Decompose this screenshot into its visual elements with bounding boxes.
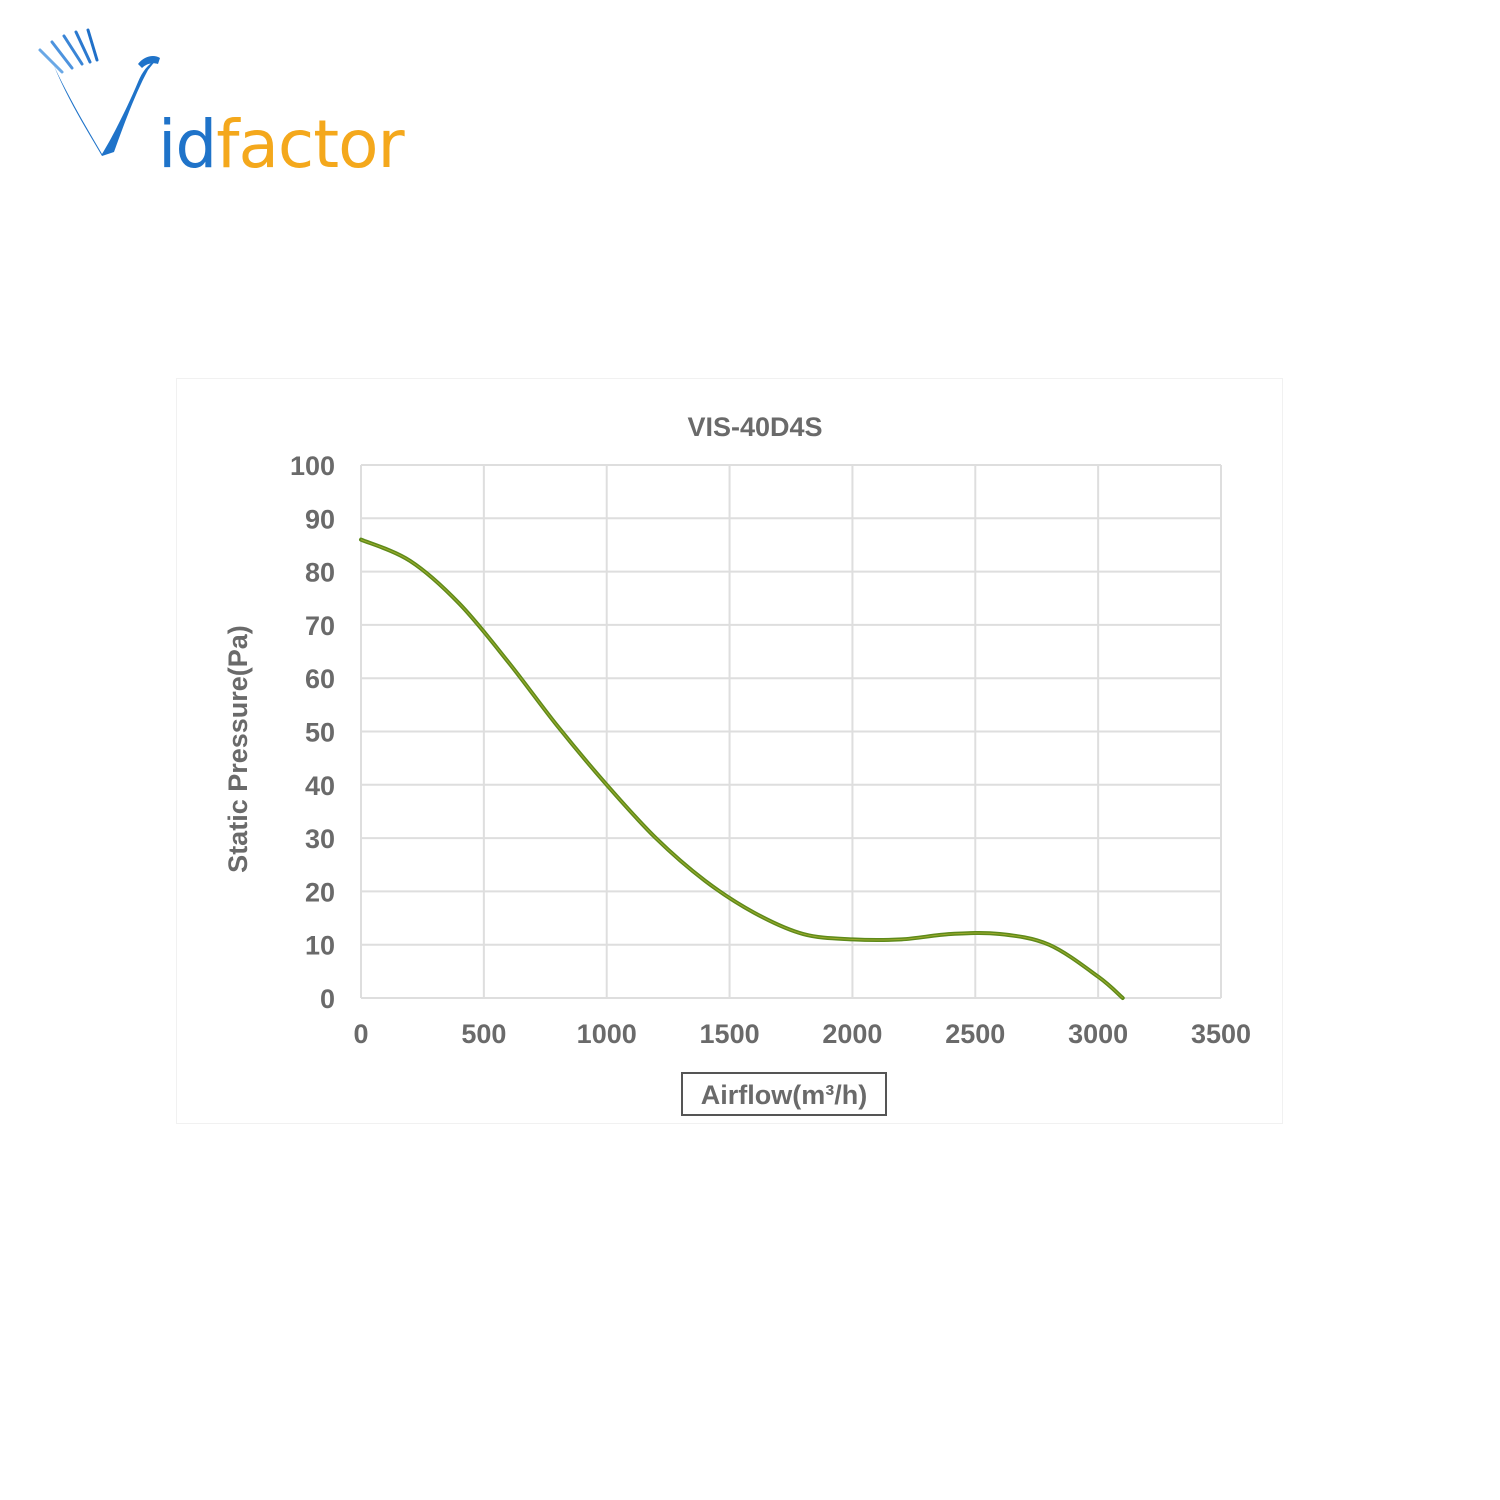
y-tick-label: 80 [305,558,335,588]
chart-line-layer [359,537,1125,1000]
y-tick-label: 50 [305,718,335,748]
y-tick-label: 70 [305,611,335,641]
y-axis-title: Static Pressure(Pa) [223,625,253,873]
chart-grid [360,464,1222,999]
bird-logo-icon [38,28,160,156]
x-axis-title: Airflow(m³/h) [701,1080,867,1110]
x-tick-label: 3000 [1068,1019,1128,1049]
chart-container: 0 10 20 30 40 50 60 70 80 90 100 0 500 1000 1500 2000 25… [176,378,1283,1124]
x-tick-label: 0 [353,1019,368,1049]
logo-text-vid: id [158,106,217,183]
performance-curve-highlight [360,539,1124,999]
logo-text-factor: factor [216,106,404,183]
y-tick-label: 0 [320,984,335,1014]
x-tick-label: 1500 [700,1019,760,1049]
chart-title: VIS-40D4S [687,412,822,442]
y-tick-label: 60 [305,664,335,694]
x-tick-label: 3500 [1191,1019,1251,1049]
y-tick-label: 90 [305,504,335,534]
x-tick-label: 1000 [577,1019,637,1049]
y-tick-label: 20 [305,877,335,907]
vidfactor-logo: idfactor [30,20,405,178]
x-tick-label: 2000 [822,1019,882,1049]
x-tick-label: 500 [461,1019,506,1049]
x-axis-title-box [681,1072,887,1116]
x-tick-label: 2500 [945,1019,1005,1049]
y-tick-label: 100 [290,451,335,481]
performance-curve [359,537,1125,1000]
y-tick-label: 40 [305,771,335,801]
logo-wordmark: idfactor [158,112,405,178]
y-tick-label: 10 [305,931,335,961]
y-tick-label: 30 [305,824,335,854]
